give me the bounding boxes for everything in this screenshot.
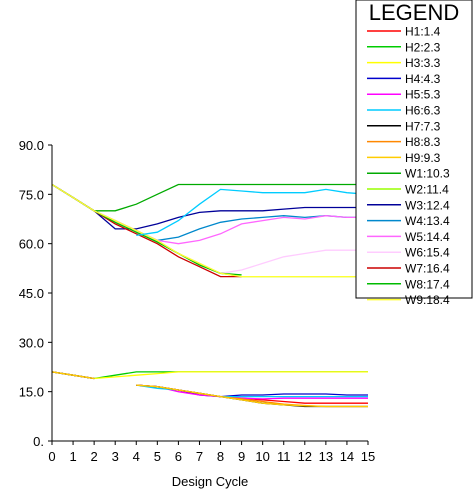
legend-entry: W9:18.4 (405, 293, 450, 307)
legend-entry: W7:16.4 (405, 262, 450, 276)
y-tick-label: 75.0 (19, 187, 44, 202)
legend-entry: H4:4.3 (405, 72, 441, 86)
x-tick-label: 4 (133, 449, 140, 464)
x-tick-label: 6 (175, 449, 182, 464)
x-tick-label: 10 (255, 449, 269, 464)
x-tick-label: 7 (196, 449, 203, 464)
series-line-w8-17-4 (51, 183, 242, 276)
x-tick-label: 14 (340, 449, 354, 464)
x-tick-label: 11 (277, 449, 291, 464)
series-lines (51, 183, 369, 408)
x-tick-label: 3 (112, 449, 119, 464)
series-line-w1-10-3 (51, 183, 368, 212)
series-line-w6-15-4 (51, 183, 368, 274)
x-tick-label: 1 (69, 449, 76, 464)
legend-entry: W1:10.3 (405, 167, 450, 181)
series-line-w7-16-4 (51, 183, 242, 278)
x-tick-label: 2 (91, 449, 98, 464)
x-tick-label: 13 (319, 449, 333, 464)
x-tick-label: 15 (361, 449, 375, 464)
legend-entry: H7:7.3 (405, 119, 441, 133)
legend-entry: H9:9.3 (405, 151, 441, 165)
x-tick-label: 0 (48, 449, 55, 464)
legend: LEGEND H1:1.4H2:2.3 H3:3.3 H4:4.3 H5:5.3 H6:… (355, 0, 473, 307)
series-line-h4-4-3 (51, 371, 368, 398)
legend-entry: W2:11.4 (405, 183, 449, 197)
y-tick-label: 45.0 (19, 286, 44, 301)
legend-entry: W3:12.4 (405, 198, 450, 212)
y-tick-label: 30.0 (19, 335, 44, 350)
y-tick-label: 60.0 (19, 237, 44, 252)
x-axis-label: Design Cycle (172, 474, 249, 489)
x-tick-label: 8 (217, 449, 224, 464)
series-line-h3-3-3 (51, 371, 368, 380)
legend-entry: W6:15.4 (405, 246, 450, 260)
legend-entry: H3:3.3 (405, 56, 441, 70)
y-tick-labels: 0. 15.0 30.0 45.0 60.0 75.0 90.0 (19, 138, 52, 449)
x-tick-label: 12 (298, 449, 312, 464)
legend-entry: H5:5.3 (405, 88, 441, 102)
series-line-h6-6-3 (51, 371, 368, 398)
series-line-h6-6-3 (136, 188, 369, 237)
series-line-w3-12-4 (51, 183, 368, 230)
legend-entry: H8:8.3 (405, 135, 441, 149)
series-line-h9-9-3 (51, 371, 368, 408)
y-tick-label: 15.0 (19, 385, 44, 400)
legend-items: H1:1.4H2:2.3 H3:3.3 H4:4.3 H5:5.3 H6:6.3H7:7… (367, 25, 450, 307)
legend-entry: H1:1.4 (405, 25, 441, 39)
legend-entry: W5:14.4 (405, 230, 450, 244)
series-line-w4-13-4 (51, 183, 368, 242)
x-tick-label: 9 (238, 449, 245, 464)
y-tick-label: 90.0 (19, 138, 44, 153)
legend-entry: W8:17.4 (405, 277, 450, 291)
legend-title: LEGEND (369, 0, 459, 25)
x-tick-labels: 0 1 2 3 4 5 6 7 8 9 10 11 12 13 14 15 (48, 441, 375, 464)
legend-entry: H6:6.3 (405, 104, 441, 118)
legend-entry: W4:13.4 (405, 214, 450, 228)
series-line-w2-11-4 (51, 183, 368, 278)
x-tick-label: 5 (154, 449, 161, 464)
legend-entry: H2:2.3 (405, 40, 441, 54)
legend-box (355, 0, 473, 299)
y-tick-label: 0. (33, 434, 44, 449)
series-line-w9-18-4 (51, 183, 368, 278)
